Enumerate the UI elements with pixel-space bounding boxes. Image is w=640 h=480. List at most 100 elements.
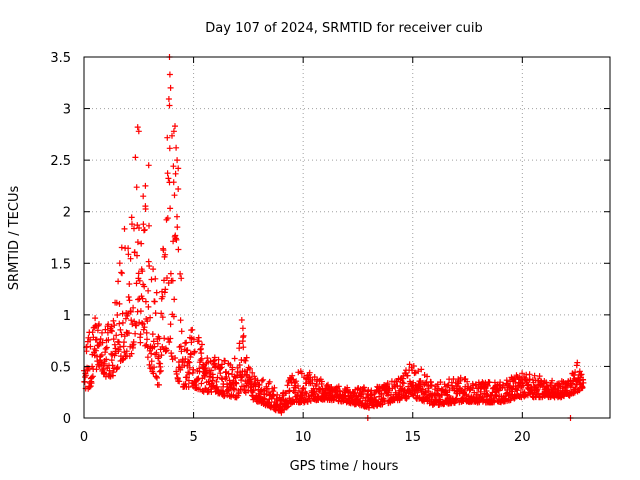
- data-point: [142, 206, 149, 212]
- data-point: [497, 379, 504, 386]
- data-point: [493, 392, 500, 399]
- data-point: [146, 263, 153, 269]
- data-point: [208, 367, 215, 374]
- data-point: [89, 329, 96, 336]
- data-point: [185, 377, 192, 384]
- data-point: [186, 370, 193, 377]
- data-point: [156, 381, 162, 388]
- data-point: [170, 313, 177, 320]
- chart-title: Day 107 of 2024, SRMTID for receiver cui…: [205, 21, 482, 36]
- data-point: [137, 339, 144, 346]
- data-point: [242, 386, 248, 393]
- data-point: [508, 388, 515, 395]
- data-point: [170, 128, 177, 135]
- data-point: [166, 102, 173, 109]
- data-point: [108, 357, 115, 364]
- data-point: [181, 362, 188, 369]
- data-point: [183, 339, 190, 346]
- data-point: [289, 372, 296, 379]
- x-tick-label: 0: [80, 430, 88, 445]
- data-point: [145, 287, 152, 294]
- data-point: [574, 359, 581, 366]
- y-tick-label: 0.5: [50, 360, 71, 375]
- data-point: [144, 336, 150, 343]
- data-point: [134, 252, 140, 259]
- data-point: [239, 325, 246, 332]
- data-point: [169, 277, 176, 284]
- data-point: [119, 270, 125, 277]
- data-point: [415, 368, 422, 375]
- data-point: [128, 214, 135, 221]
- data-point: [185, 384, 192, 390]
- y-tick-label: 2.5: [50, 154, 71, 169]
- data-point: [173, 236, 180, 243]
- data-point: [400, 380, 407, 387]
- data-point: [536, 373, 543, 380]
- data-point: [570, 372, 577, 379]
- data-point: [384, 380, 391, 387]
- data-point: [572, 369, 579, 376]
- data-point: [213, 378, 220, 385]
- data-point: [185, 358, 192, 365]
- data-point: [428, 379, 434, 386]
- data-point: [513, 386, 520, 393]
- data-point: [249, 369, 256, 376]
- data-point: [136, 225, 142, 231]
- data-point: [111, 341, 118, 348]
- y-axis-label: SRMTID / TECUs: [7, 186, 22, 291]
- data-point: [141, 324, 148, 331]
- data-point: [170, 238, 177, 245]
- data-point: [125, 245, 132, 252]
- data-point: [109, 328, 115, 335]
- data-point: [88, 380, 95, 387]
- data-point: [148, 350, 155, 357]
- data-point: [151, 364, 157, 371]
- data-point: [163, 347, 170, 354]
- data-point: [110, 336, 117, 343]
- data-point: [178, 328, 185, 335]
- data-point: [198, 350, 205, 357]
- data-point: [173, 371, 180, 377]
- data-point: [164, 134, 171, 141]
- data-point: [131, 249, 138, 256]
- data-point: [170, 179, 177, 186]
- x-tick-label: 15: [404, 430, 421, 445]
- data-point: [126, 330, 132, 337]
- data-point: [144, 354, 151, 361]
- data-point: [503, 377, 510, 384]
- data-point: [101, 360, 108, 367]
- data-point: [212, 363, 219, 370]
- data-point: [205, 378, 212, 385]
- data-point: [115, 278, 122, 285]
- y-tick-label: 1.5: [50, 257, 71, 272]
- y-tick-label: 3.5: [50, 51, 71, 66]
- data-point: [190, 336, 197, 343]
- data-point: [293, 378, 300, 385]
- data-point: [103, 344, 110, 351]
- data-point: [142, 182, 149, 189]
- data-point: [139, 320, 145, 326]
- data-point: [162, 286, 169, 293]
- data-point: [164, 215, 171, 222]
- x-axis-label: GPS time / hours: [290, 459, 399, 474]
- data-point: [110, 369, 117, 376]
- data-point: [202, 369, 209, 376]
- data-point: [140, 221, 147, 228]
- data-point: [126, 281, 133, 287]
- data-point: [486, 379, 493, 386]
- data-point: [114, 312, 121, 318]
- data-point: [464, 378, 471, 385]
- x-tick-label: 10: [295, 430, 312, 445]
- data-point: [199, 341, 205, 348]
- data-point: [247, 365, 253, 372]
- data-point: [103, 356, 110, 363]
- data-point: [127, 255, 134, 262]
- data-point: [174, 224, 181, 231]
- data-point: [164, 275, 170, 281]
- data-point: [116, 300, 123, 307]
- data-point: [167, 270, 174, 277]
- axis-ticks: 0 5 10 15 20 0 0.5 1 1.5 2 2.5 3 3.5: [50, 51, 610, 445]
- data-point: [167, 335, 174, 342]
- data-point: [165, 96, 172, 102]
